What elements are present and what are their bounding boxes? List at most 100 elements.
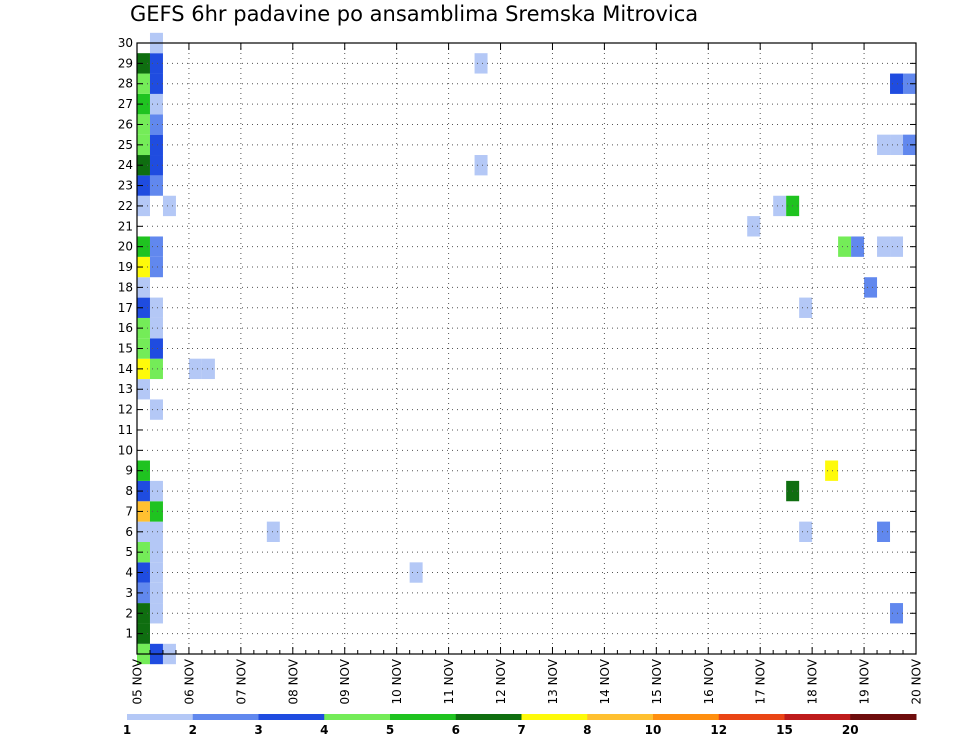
plot-frame xyxy=(136,42,917,655)
heatmap-cell-8 xyxy=(137,562,150,583)
x-tick-label: 16 NOV xyxy=(702,658,716,704)
legend-swatch-9 xyxy=(653,714,720,720)
heatmap-cell-52 xyxy=(201,358,215,380)
y-tick-label: 8 xyxy=(125,484,133,498)
legend-swatch-8 xyxy=(587,714,654,720)
legend-swatch-6 xyxy=(455,714,522,720)
legend-swatch-7 xyxy=(521,714,588,720)
x-tick-label: 10 NOV xyxy=(390,658,404,704)
x-tick-label: 08 NOV xyxy=(286,658,300,704)
legend-swatch-12 xyxy=(850,714,917,720)
heatmap-cell-12 xyxy=(137,521,150,542)
heatmap-cell-4 xyxy=(137,603,150,624)
heatmap-cell-61 xyxy=(799,521,813,542)
heatmap-cell-9 xyxy=(149,562,163,583)
y-axis: 1234567891011121314151617181920212223242… xyxy=(118,36,916,641)
heatmap-cell-25 xyxy=(137,317,150,339)
heatmap-cell-68 xyxy=(877,236,891,257)
y-tick-label: 2 xyxy=(125,606,133,620)
heatmap-cell-10 xyxy=(137,541,150,563)
y-tick-label: 5 xyxy=(125,545,133,559)
heatmap-cell-16 xyxy=(137,480,150,502)
heatmap-cell-69 xyxy=(890,236,904,257)
x-tick-label: 13 NOV xyxy=(546,658,560,704)
heatmap-cell-21 xyxy=(137,358,150,380)
heatmap-cell-64 xyxy=(838,236,852,257)
heatmap-cell-30 xyxy=(137,256,150,278)
heatmap-cell-46 xyxy=(137,73,150,94)
y-tick-label: 18 xyxy=(118,280,133,294)
heatmap-cell-18 xyxy=(137,460,150,481)
legend-label: 3 xyxy=(254,723,262,737)
heatmap-cell-74 xyxy=(890,73,904,94)
legend-label: 8 xyxy=(583,723,591,737)
legend-label: 20 xyxy=(842,723,859,737)
heatmap-cell-35 xyxy=(162,195,176,217)
heatmap-cell-45 xyxy=(149,93,163,115)
legend-label: 12 xyxy=(710,723,727,737)
x-tick-label: 09 NOV xyxy=(338,658,352,704)
legend-label: 4 xyxy=(320,723,328,737)
legend-label: 1 xyxy=(123,723,131,737)
legend-label: 7 xyxy=(517,723,525,737)
heatmap-cell-70 xyxy=(877,134,891,156)
heatmap-cell-72 xyxy=(903,134,916,156)
y-tick-label: 6 xyxy=(125,525,133,539)
heatmap-cell-7 xyxy=(149,582,163,604)
y-tick-label: 20 xyxy=(118,240,133,254)
heatmap-cell-33 xyxy=(149,236,163,257)
heatmap-cell-71 xyxy=(890,134,904,156)
y-tick-label: 25 xyxy=(118,138,133,152)
heatmap-cell-11 xyxy=(149,541,163,563)
heatmap-cells xyxy=(137,32,916,665)
heatmap-cell-51 xyxy=(188,358,202,380)
heatmap-cell-63 xyxy=(825,460,839,481)
x-tick-label: 15 NOV xyxy=(650,658,664,704)
y-tick-label: 27 xyxy=(118,97,133,111)
y-tick-label: 19 xyxy=(118,260,133,274)
y-tick-label: 30 xyxy=(118,36,133,50)
heatmap-cell-23 xyxy=(137,338,150,359)
y-tick-label: 10 xyxy=(118,443,133,457)
heatmap-cell-54 xyxy=(409,562,423,583)
y-tick-label: 14 xyxy=(118,362,133,376)
legend-swatch-3 xyxy=(258,714,325,720)
heatmap-cell-32 xyxy=(137,236,150,257)
x-tick-label: 06 NOV xyxy=(182,658,196,704)
x-tick-label: 05 NOV xyxy=(131,658,145,704)
x-tick-label: 17 NOV xyxy=(754,658,768,704)
color-legend: 1 2 3 4 5 6 7 8 10 12 15 20 xyxy=(123,714,917,737)
heatmap-cell-53 xyxy=(266,521,280,542)
heatmap-cell-27 xyxy=(137,297,150,318)
y-tick-label: 1 xyxy=(125,627,133,641)
heatmap-cell-73 xyxy=(890,603,904,624)
legend-label: 2 xyxy=(189,723,197,737)
y-tick-label: 21 xyxy=(118,219,133,233)
heatmap-cell-36 xyxy=(137,175,150,196)
heatmap-cell-3 xyxy=(137,623,150,644)
y-tick-label: 7 xyxy=(125,504,133,518)
heatmap-cell-57 xyxy=(747,216,761,237)
legend-swatch-5 xyxy=(390,714,457,720)
heatmap-cell-13 xyxy=(149,521,163,542)
heatmap-cell-75 xyxy=(903,73,916,94)
heatmap-cell-37 xyxy=(149,175,163,196)
x-tick-label: 20 NOV xyxy=(910,658,924,704)
x-tick-label: 19 NOV xyxy=(858,658,872,704)
x-tick-label: 14 NOV xyxy=(598,658,612,704)
heatmap-cell-58 xyxy=(773,195,787,217)
y-tick-label: 26 xyxy=(118,117,133,131)
legend-label: 10 xyxy=(645,723,662,737)
heatmap-cell-15 xyxy=(149,501,163,522)
y-tick-label: 17 xyxy=(118,301,133,315)
y-tick-label: 13 xyxy=(118,382,133,396)
heatmap-cell-49 xyxy=(149,53,163,74)
heatmap-cell-39 xyxy=(149,155,163,176)
heatmap-cell-17 xyxy=(149,480,163,502)
heatmap-cell-62 xyxy=(799,297,813,318)
heatmap-cell-24 xyxy=(149,338,163,359)
x-tick-label: 11 NOV xyxy=(442,658,456,704)
heatmap-cell-43 xyxy=(149,114,163,135)
heatmap-cell-19 xyxy=(149,399,163,420)
